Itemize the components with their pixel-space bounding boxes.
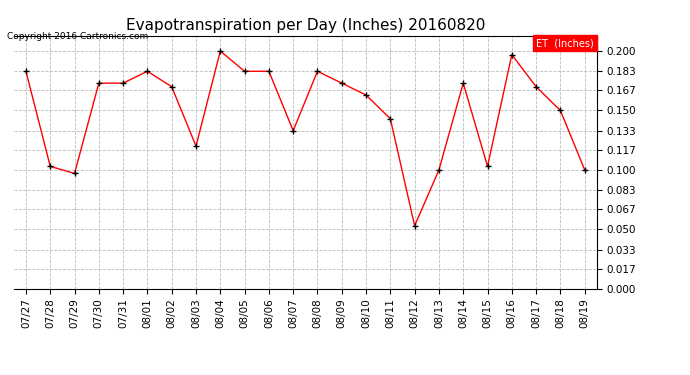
Text: Copyright 2016 Cartronics.com: Copyright 2016 Cartronics.com [7,32,148,41]
Title: Evapotranspiration per Day (Inches) 20160820: Evapotranspiration per Day (Inches) 2016… [126,18,485,33]
Text: ET  (Inches): ET (Inches) [536,38,594,48]
